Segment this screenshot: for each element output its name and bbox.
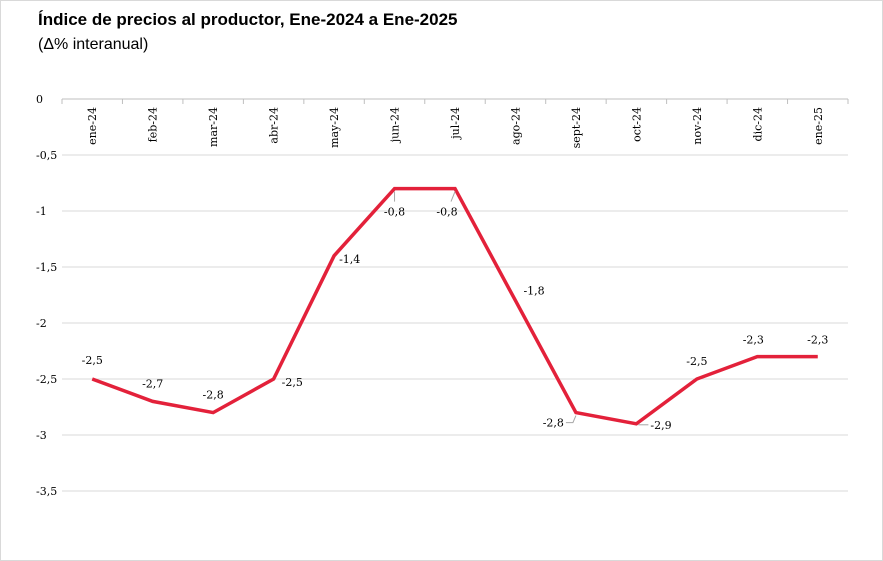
leader-line [565,415,577,424]
x-category-label: abr-24 [268,107,281,144]
x-category-label: feb-24 [147,107,160,142]
y-tick-label: -2 [36,317,47,330]
data-label: -1,4 [339,253,360,266]
data-labels: -2,5 -2,7 -2,8 -2,5 -1,4 -0,8 -0,8 -1,8 -2,8 -2,9… [82,191,828,432]
x-category-label: sept-24 [570,107,583,148]
x-category-label: ene-25 [812,107,825,145]
y-tick-label: 0 [36,93,43,106]
data-label: -1,8 [523,285,544,298]
x-category-label: mar-24 [207,107,220,147]
data-label: -2,3 [807,334,828,347]
y-tick-label: -3,5 [36,485,57,498]
data-label: -2,7 [142,377,163,390]
leader-line [450,191,456,202]
x-category-label: nov-24 [691,107,704,145]
data-label: -0,8 [384,206,405,219]
gridlines [61,98,849,492]
x-axis-categories: ene-24 feb-24 mar-24 abr-24 may-24 jun-24 jul-… [86,107,825,148]
x-category-label: jun-24 [389,107,402,144]
x-category-label: may-24 [328,107,341,148]
y-tick-label: -1 [36,205,47,218]
y-axis-ticks: 0 -0,5 -1 -1,5 -2 -2,5 -3 -3,5 [36,93,57,498]
y-tick-label: -3 [36,429,47,442]
y-tick-label: -2,5 [36,373,57,386]
data-label: -2,5 [686,355,707,368]
series-line [91,186,818,426]
series-line-group [91,186,818,426]
data-label: -2,8 [543,417,564,430]
x-category-label: ene-24 [86,107,99,145]
data-label: -2,8 [203,389,224,402]
data-label: -2,5 [282,376,303,389]
data-label: -2,9 [650,419,671,432]
x-category-label: ago-24 [509,107,522,145]
x-category-label: oct-24 [630,107,643,142]
x-category-label: dic-24 [751,107,764,141]
y-tick-label: -1,5 [36,261,57,274]
chart-subtitle: (Δ% interanual) [38,36,149,53]
x-category-label: jul-24 [449,107,462,141]
data-label: -2,5 [82,354,103,367]
chart-title: Índice de precios al productor, Ene-2024… [38,10,458,29]
data-label: -2,3 [743,334,764,347]
y-tick-label: -0,5 [36,149,57,162]
data-label: -0,8 [436,206,457,219]
